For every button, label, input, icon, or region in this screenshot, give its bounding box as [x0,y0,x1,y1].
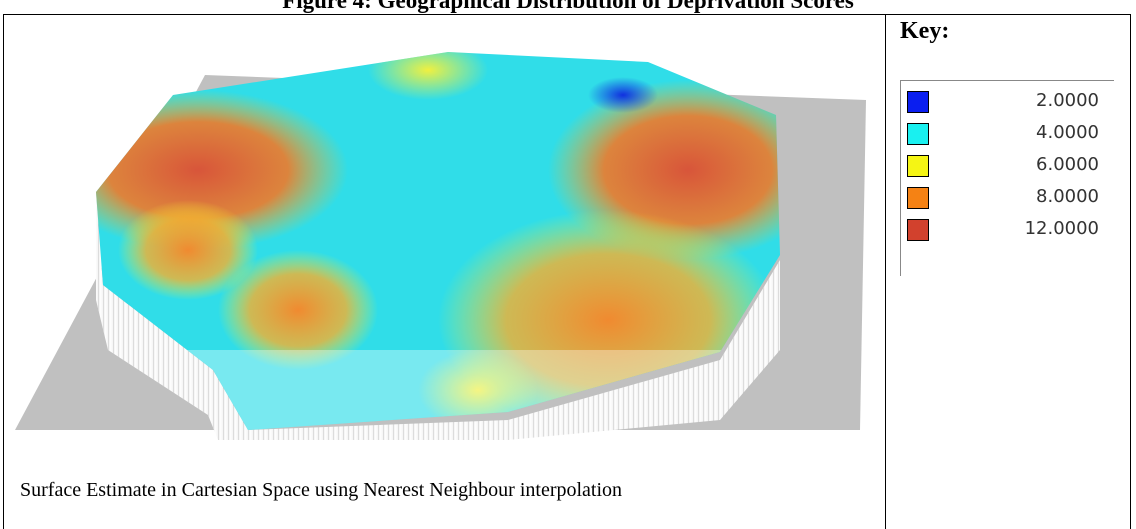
page: Figure 4: Geographical Distribution of D… [0,0,1136,529]
legend-label: 6.0000 [1036,154,1099,175]
legend-label: 12.0000 [1025,218,1099,239]
legend-swatch [907,123,929,145]
key-title: Key: [900,18,949,45]
figure-title: Figure 4: Geographical Distribution of D… [0,0,1136,14]
legend-entry: 2.0000 [907,91,1107,115]
legend-swatch [907,91,929,113]
legend-entry: 12.0000 [907,219,1107,243]
cell-divider [885,14,886,529]
legend-swatch [907,187,929,209]
legend-entry: 6.0000 [907,155,1107,179]
figure-caption: Surface Estimate in Cartesian Space usin… [20,479,622,502]
legend: 2.0000 4.0000 6.0000 8.0000 12.0000 [900,80,1114,276]
legend-label: 2.0000 [1036,90,1099,111]
surface-image [8,20,878,440]
legend-label: 8.0000 [1036,186,1099,207]
legend-swatch [907,219,929,241]
legend-entry: 8.0000 [907,187,1107,211]
legend-label: 4.0000 [1036,122,1099,143]
legend-entry: 4.0000 [907,123,1107,147]
legend-swatch [907,155,929,177]
